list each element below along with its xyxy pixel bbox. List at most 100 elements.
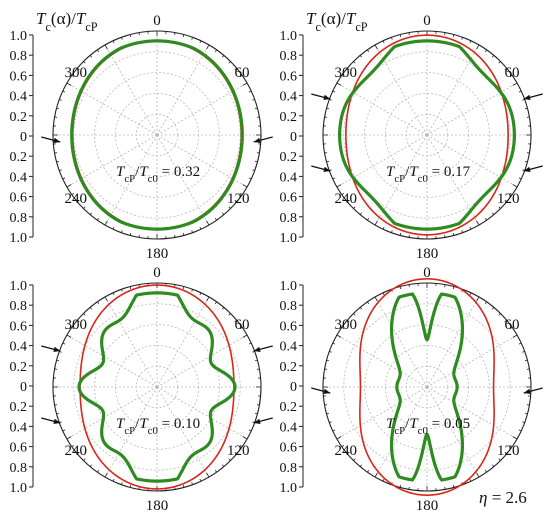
grid-circle — [343, 303, 511, 471]
ring-tick — [66, 82, 72, 86]
ring-tick — [391, 230, 393, 233]
ring-tick — [214, 469, 217, 473]
ring-tick — [374, 220, 378, 226]
ring-tick — [62, 429, 66, 432]
grid-circle — [364, 324, 490, 450]
radial-tick-label: 0.2 — [280, 400, 298, 415]
ring-tick — [228, 61, 231, 64]
ring-tick — [191, 230, 193, 233]
ring-tick — [469, 226, 472, 230]
radial-tick-label: 0.6 — [280, 441, 298, 456]
grid-spoke — [426, 386, 518, 440]
ring-tick — [512, 184, 518, 188]
ring-tick — [252, 351, 255, 353]
ring-tick — [206, 44, 210, 50]
ring-tick — [248, 177, 252, 180]
ring-tick — [326, 107, 330, 110]
angle-label: 180 — [146, 246, 169, 262]
radial-tick-label: 1.0 — [10, 279, 28, 294]
ring-tick — [97, 469, 100, 473]
angle-label: 240 — [65, 443, 88, 459]
grid-spoke — [66, 82, 158, 136]
arrow-head — [253, 346, 261, 352]
ring-tick — [491, 464, 495, 467]
arrow-head — [523, 166, 531, 172]
radial-tick-label: 0.8 — [280, 211, 298, 226]
arrow-head — [53, 346, 61, 352]
ring-tick — [248, 90, 252, 93]
ring-tick — [353, 206, 356, 209]
polar-panel-1: 0 60 120 180 240 300 1.0 0.8 0.6 0.4 0.2 0 0.2 0.4 0.6… — [10, 9, 273, 262]
ring-tick — [332, 90, 336, 93]
angle-label: 180 — [416, 246, 439, 262]
ring-tick — [509, 192, 513, 195]
radial-tick-label: 0.6 — [280, 191, 298, 206]
grid-spoke — [156, 386, 210, 478]
ring-tick — [242, 184, 248, 188]
ring-tick — [83, 61, 86, 64]
ring-tick — [62, 90, 66, 93]
radial-tick-label: 0.2 — [280, 360, 298, 375]
ring-tick — [56, 160, 60, 163]
ring-tick — [504, 319, 507, 323]
radial-tick-label: 0.8 — [10, 299, 28, 314]
ring-tick — [498, 313, 501, 316]
ring-tick — [524, 412, 528, 415]
radial-tick-label: 0.2 — [280, 110, 298, 125]
radial-tick-label: 0.8 — [10, 211, 28, 226]
ring-tick — [62, 342, 66, 345]
ring-tick — [83, 206, 86, 209]
ring-tick — [254, 107, 258, 110]
grid-spoke — [336, 82, 428, 136]
polar-panel-2: 0 60 120 180 240 300 1.0 0.8 0.6 0.4 0.2 0 0.2 0.4 0.6… — [280, 9, 543, 262]
ring-tick — [518, 90, 522, 93]
ring-tick — [509, 444, 513, 447]
arrow-head — [323, 94, 331, 100]
ring-tick — [254, 359, 258, 362]
ring-tick — [191, 482, 193, 485]
ring-tick — [242, 334, 248, 338]
grid-spoke — [156, 134, 248, 188]
ring-tick — [491, 55, 495, 58]
ring-tick — [512, 334, 518, 338]
angle-label: 240 — [335, 443, 358, 459]
ring-tick — [382, 292, 385, 296]
ring-tick — [254, 160, 258, 163]
grid-circle — [343, 51, 511, 219]
polar-panel-4: 0 60 120 180 240 300 1.0 0.8 0.6 0.4 0.2 0 0.2 0.4 0.6… — [280, 265, 543, 514]
ring-tick — [498, 61, 501, 64]
ring-tick — [182, 286, 185, 290]
ring-tick — [206, 296, 210, 302]
radial-tick-label: 0 — [290, 380, 297, 395]
ring-tick — [332, 342, 336, 345]
ring-tick — [452, 484, 455, 488]
ring-tick — [347, 319, 350, 323]
ring-tick — [59, 99, 62, 101]
ring-tick — [199, 226, 202, 230]
grid-spoke — [426, 334, 518, 388]
ring-tick — [491, 212, 495, 215]
ring-tick — [214, 49, 217, 53]
ring-tick — [234, 451, 237, 455]
ring-tick — [341, 327, 345, 330]
ring-tick — [329, 421, 332, 423]
arrow-head — [523, 388, 531, 394]
angle-label: 240 — [335, 191, 358, 207]
ring-tick — [239, 192, 243, 195]
ring-tick — [341, 75, 345, 78]
ring-tick — [399, 286, 402, 290]
ring-tick — [77, 451, 80, 455]
radial-tick-label: 1.0 — [10, 481, 28, 496]
ring-tick — [121, 230, 123, 233]
ring-tick — [206, 220, 210, 226]
ring-tick — [504, 199, 507, 203]
grid-spoke — [104, 44, 158, 136]
ring-tick — [359, 55, 363, 58]
ring-tick — [104, 44, 108, 50]
grid-spoke — [374, 296, 428, 388]
ring-tick — [452, 286, 455, 290]
radial-tick-label: 0 — [290, 130, 297, 145]
ring-tick — [399, 34, 402, 38]
green-curve — [77, 291, 237, 483]
ring-tick — [239, 444, 243, 447]
